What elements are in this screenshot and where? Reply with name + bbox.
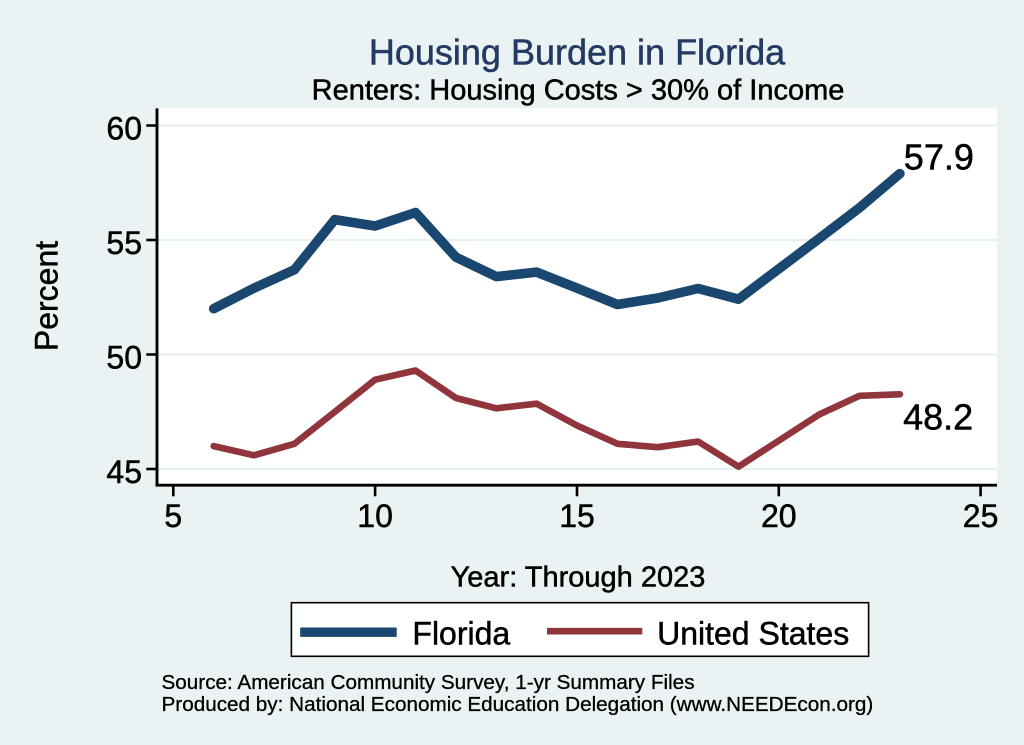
svg-text:50: 50 [106, 340, 142, 376]
svg-text:60: 60 [106, 111, 142, 147]
svg-text:Housing Burden in Florida: Housing Burden in Florida [369, 31, 786, 72]
svg-text:Percent: Percent [29, 241, 65, 351]
svg-text:20: 20 [761, 498, 797, 534]
svg-text:Renters: Housing Costs > 30% o: Renters: Housing Costs > 30% of Income [312, 75, 845, 107]
svg-text:United States: United States [657, 616, 849, 652]
svg-text:15: 15 [559, 498, 595, 534]
svg-text:Florida: Florida [412, 616, 510, 652]
svg-text:Source: American Community Sur: Source: American Community Survey, 1-yr … [162, 671, 695, 694]
svg-text:57.9: 57.9 [904, 137, 974, 178]
svg-text:5: 5 [164, 498, 182, 534]
svg-text:55: 55 [106, 225, 142, 261]
svg-text:48.2: 48.2 [903, 397, 973, 438]
svg-text:Year: Through 2023: Year: Through 2023 [451, 562, 706, 594]
svg-text:45: 45 [106, 454, 142, 490]
svg-text:25: 25 [963, 498, 999, 534]
svg-text:10: 10 [357, 498, 393, 534]
svg-text:Produced by: National Economic: Produced by: National Economic Education… [162, 693, 874, 716]
